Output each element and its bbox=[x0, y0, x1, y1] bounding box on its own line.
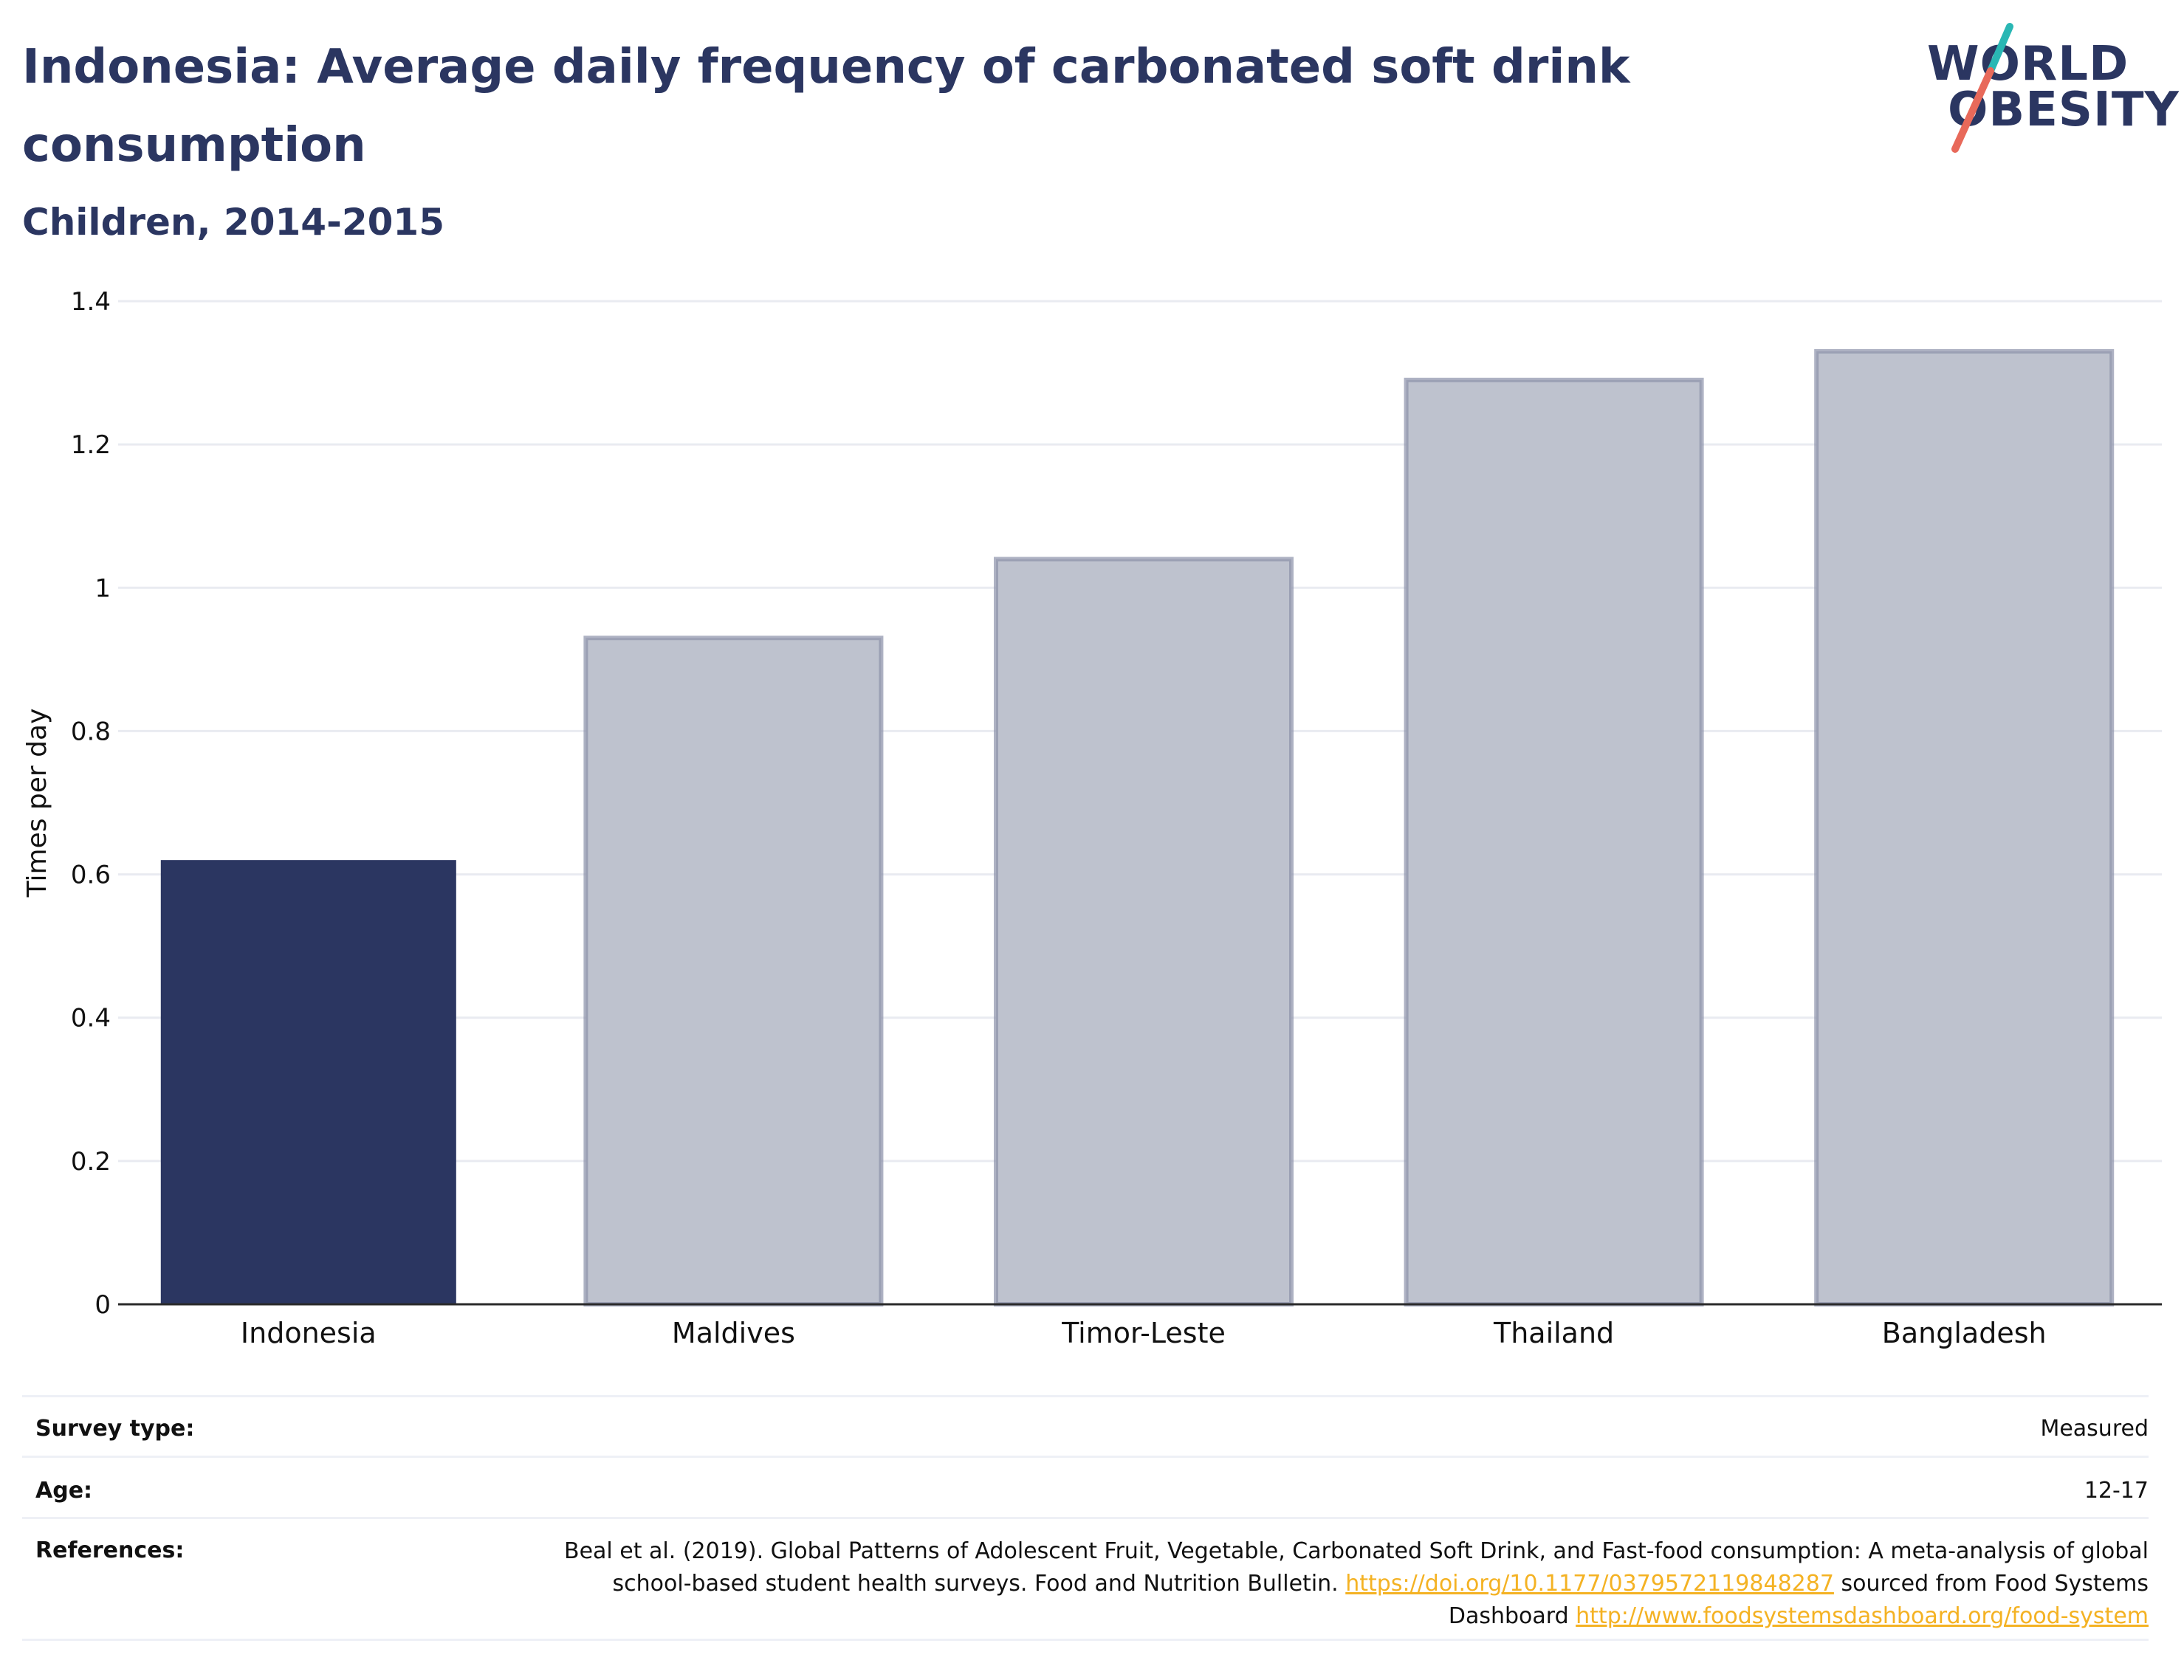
x-tick-label: Bangladesh bbox=[1882, 1317, 2047, 1349]
age-label: Age: bbox=[35, 1478, 93, 1504]
x-tick-label: Thailand bbox=[1493, 1317, 1614, 1349]
x-tick-label: Timor-Leste bbox=[1061, 1317, 1226, 1349]
logo-line-1: WORLD bbox=[1927, 37, 2129, 92]
survey-type-label: Survey type: bbox=[35, 1416, 195, 1442]
x-tick-label: Indonesia bbox=[241, 1317, 377, 1349]
y-tick-label: 0 bbox=[95, 1290, 111, 1320]
divider bbox=[22, 1456, 2149, 1458]
references-text: Beal et al. (2019). Global Patterns of A… bbox=[554, 1535, 2149, 1633]
y-tick-label: 1.4 bbox=[71, 287, 111, 317]
references-text-1: Beal et al. (2019). Global Patterns of A… bbox=[563, 1538, 2149, 1597]
chart-title: Indonesia: Average daily frequency of ca… bbox=[22, 40, 1630, 173]
references-label: References: bbox=[35, 1538, 185, 1563]
bar-thailand[interactable] bbox=[1404, 377, 1704, 1307]
references-link-dashboard[interactable]: http://www.foodsystemsdashboard.org/food… bbox=[1576, 1603, 2149, 1629]
bar-timor-leste[interactable] bbox=[993, 557, 1294, 1307]
divider bbox=[22, 1517, 2149, 1519]
y-tick-label: 0.4 bbox=[71, 1004, 111, 1033]
bar-bangladesh[interactable] bbox=[1814, 348, 2115, 1307]
divider bbox=[22, 1639, 2149, 1641]
y-tick-label: 0.8 bbox=[71, 717, 111, 746]
world-obesity-logo: WORLD OBESITY bbox=[1927, 22, 2179, 155]
bars bbox=[160, 348, 2115, 1307]
y-tick-label: 0.6 bbox=[71, 861, 111, 890]
x-axis-ticks: Indonesia Maldives Timor-Leste Thailand Bang… bbox=[241, 1317, 2047, 1349]
age-value: 12-17 bbox=[2084, 1478, 2149, 1504]
x-tick-label: Maldives bbox=[672, 1317, 795, 1349]
references-text-2: sourced from Food Systems Dashboard bbox=[1448, 1571, 2149, 1629]
y-axis-label: Times per day bbox=[22, 709, 52, 898]
bar-maldives[interactable] bbox=[583, 636, 884, 1307]
y-tick-label: 1.2 bbox=[71, 430, 111, 460]
logo-line-2: OBESITY bbox=[1948, 83, 2180, 137]
bar-chart: 0 0.2 0.4 0.6 0.8 1 1.2 1.4 Indonesia Maldives Ti… bbox=[22, 287, 2162, 1349]
y-tick-label: 1 bbox=[95, 574, 111, 603]
chart-subtitle: Children, 2014-2015 bbox=[22, 201, 444, 244]
logo-slash-icon bbox=[1951, 23, 2013, 153]
references-link-doi[interactable]: https://doi.org/10.1177/0379572119848287 bbox=[1345, 1571, 1834, 1597]
survey-type-value: Measured bbox=[2040, 1416, 2149, 1442]
y-axis-ticks: 0 0.2 0.4 0.6 0.8 1 1.2 1.4 bbox=[71, 287, 111, 1320]
bar-indonesia[interactable] bbox=[160, 860, 456, 1304]
y-tick-label: 0.2 bbox=[71, 1147, 111, 1177]
divider bbox=[22, 1395, 2149, 1397]
